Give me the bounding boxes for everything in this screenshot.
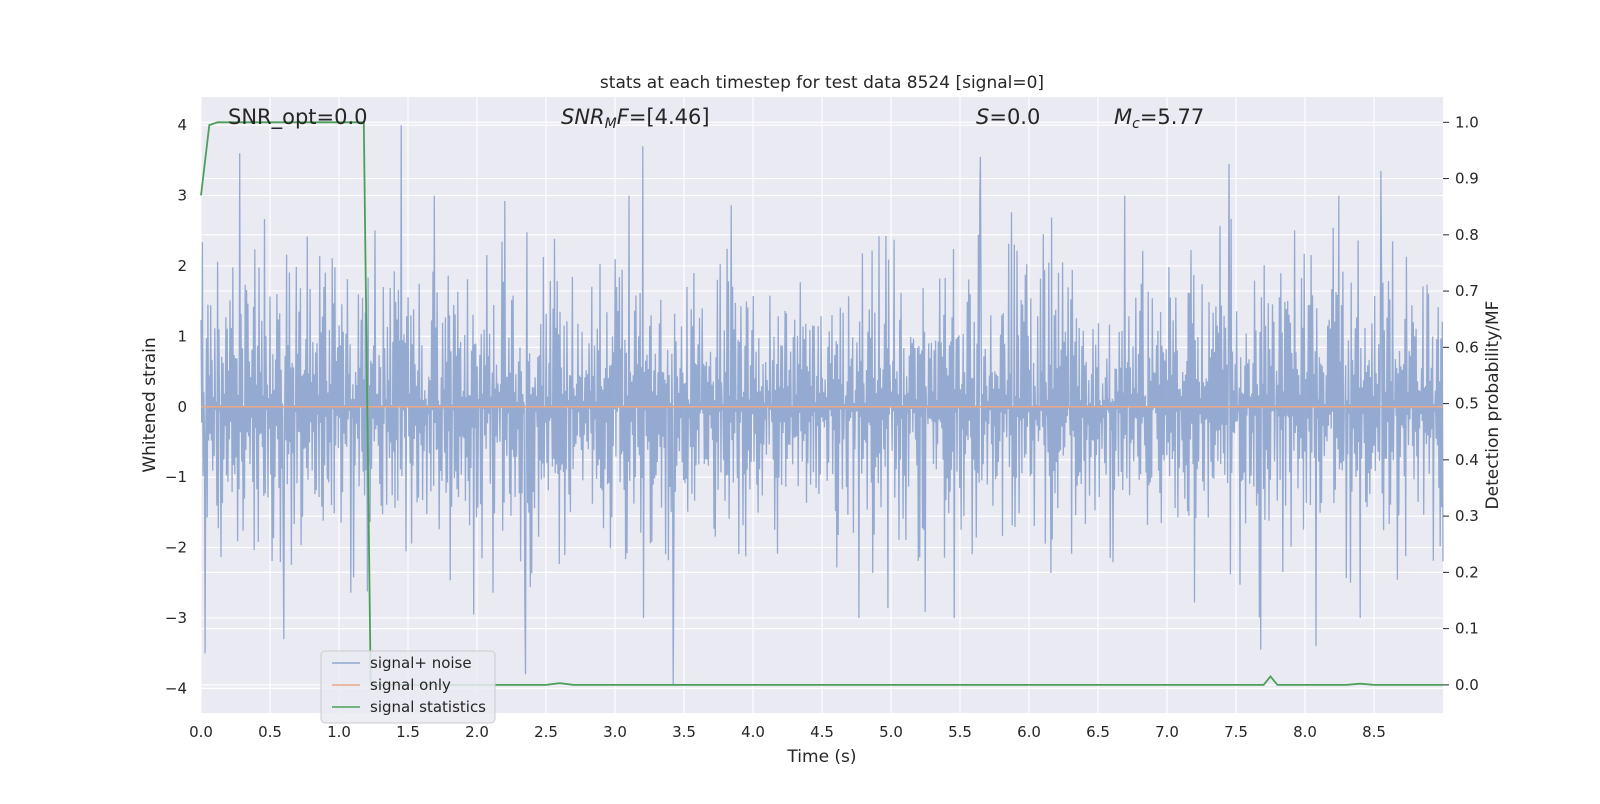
x-tick-label: 0.0 <box>189 723 213 741</box>
signal-statistics-line <box>200 121 1443 686</box>
x-tick-label: 6.5 <box>1086 723 1110 741</box>
x-tick-label: 4.0 <box>741 723 765 741</box>
right-y-axis-ticks: 1.0 0.9 0.8 0.7 0.6 0.5 0.4 0.3 0.2 0.1 0.0 <box>1443 113 1479 694</box>
annotation-s-label: S <box>976 105 989 129</box>
x-axis-ticks: 0.0 0.5 1.0 1.5 2.0 2.5 3.0 3.5 4.0 4.5 5.0 5.5 6.0 6… <box>189 723 1386 741</box>
right-y-tick-label: 0.3 <box>1455 507 1479 525</box>
left-y-axis-ticks: 4 3 2 1 0 −1 −2 −3 −4 <box>165 116 187 697</box>
right-y-tick-label: 0.1 <box>1455 620 1479 638</box>
x-tick-label: 6.0 <box>1017 723 1041 741</box>
left-y-tick-label: 2 <box>177 257 187 275</box>
left-y-tick-label: −1 <box>165 468 187 486</box>
annotation-mc-label: M <box>1114 105 1132 129</box>
annotation-snr-mf-value: =[4.46] <box>629 105 710 129</box>
legend-label-signal-only: signal only <box>370 676 451 694</box>
right-y-tick-label: 0.2 <box>1455 563 1479 581</box>
annotation-snr-opt: SNR_opt=0.0 <box>228 105 368 130</box>
x-tick-label: 5.5 <box>948 723 972 741</box>
annotation-s-value: =0.0 <box>989 105 1040 129</box>
x-tick-label: 3.0 <box>603 723 627 741</box>
right-y-tick-label: 1.0 <box>1455 113 1479 131</box>
x-axis-label: Time (s) <box>786 747 856 767</box>
x-tick-label: 3.5 <box>672 723 696 741</box>
x-tick-label: 0.5 <box>258 723 282 741</box>
chart-title: stats at each timestep for test data 852… <box>600 73 1044 93</box>
right-y-tick-label: 0.4 <box>1455 451 1479 469</box>
annotation-snr-mf-tail: F <box>617 105 630 129</box>
left-y-tick-label: 3 <box>177 187 187 205</box>
right-y-tick-label: 0.6 <box>1455 338 1479 356</box>
series-signal-plus-noise <box>200 125 1444 685</box>
right-y-tick-label: 0.8 <box>1455 226 1479 244</box>
right-y-tick-label: 0.0 <box>1455 676 1479 694</box>
left-y-tick-label: 0 <box>177 398 187 416</box>
left-y-axis-label: Whitened strain <box>140 337 160 472</box>
x-tick-label: 8.5 <box>1362 723 1386 741</box>
left-y-tick-label: 4 <box>177 116 187 134</box>
legend-box <box>320 650 496 724</box>
annotation-snr-mf-subscript: M <box>605 116 617 132</box>
right-y-axis-label: Detection probability/MF <box>1483 301 1503 510</box>
legend-label-signal-plus-noise: signal+ noise <box>370 654 472 672</box>
x-tick-label: 1.0 <box>327 723 351 741</box>
annotation-s: S=0.0 <box>976 105 1040 129</box>
x-tick-label: 2.5 <box>534 723 558 741</box>
left-y-tick-label: −3 <box>165 609 187 627</box>
legend-label-signal-statistics: signal statistics <box>370 698 486 716</box>
x-tick-label: 7.0 <box>1155 723 1179 741</box>
annotation-mc: Mc=5.77 <box>1114 105 1204 132</box>
left-y-tick-label: −2 <box>165 539 187 557</box>
annotation-mc-subscript: c <box>1132 116 1140 132</box>
annotation-snr-mf: SNRMF=[4.46] <box>561 105 710 132</box>
annotation-snr-mf-label: SNR <box>561 105 605 129</box>
x-tick-label: 4.5 <box>810 723 834 741</box>
left-y-tick-label: −4 <box>165 679 187 697</box>
x-tick-label: 2.0 <box>465 723 489 741</box>
series-signal-statistics <box>200 121 1443 686</box>
signal-plus-noise-line <box>200 125 1444 685</box>
x-tick-label: 8.0 <box>1293 723 1317 741</box>
right-y-tick-label: 0.9 <box>1455 170 1479 188</box>
right-y-tick-label: 0.7 <box>1455 282 1479 300</box>
x-tick-label: 7.5 <box>1224 723 1248 741</box>
annotation-mc-value: =5.77 <box>1140 105 1204 129</box>
right-y-tick-label: 0.5 <box>1455 395 1479 413</box>
x-tick-label: 1.5 <box>396 723 420 741</box>
x-tick-label: 5.0 <box>879 723 903 741</box>
left-y-tick-label: 1 <box>177 327 187 345</box>
legend: signal+ noise signal only signal statist… <box>320 650 496 724</box>
